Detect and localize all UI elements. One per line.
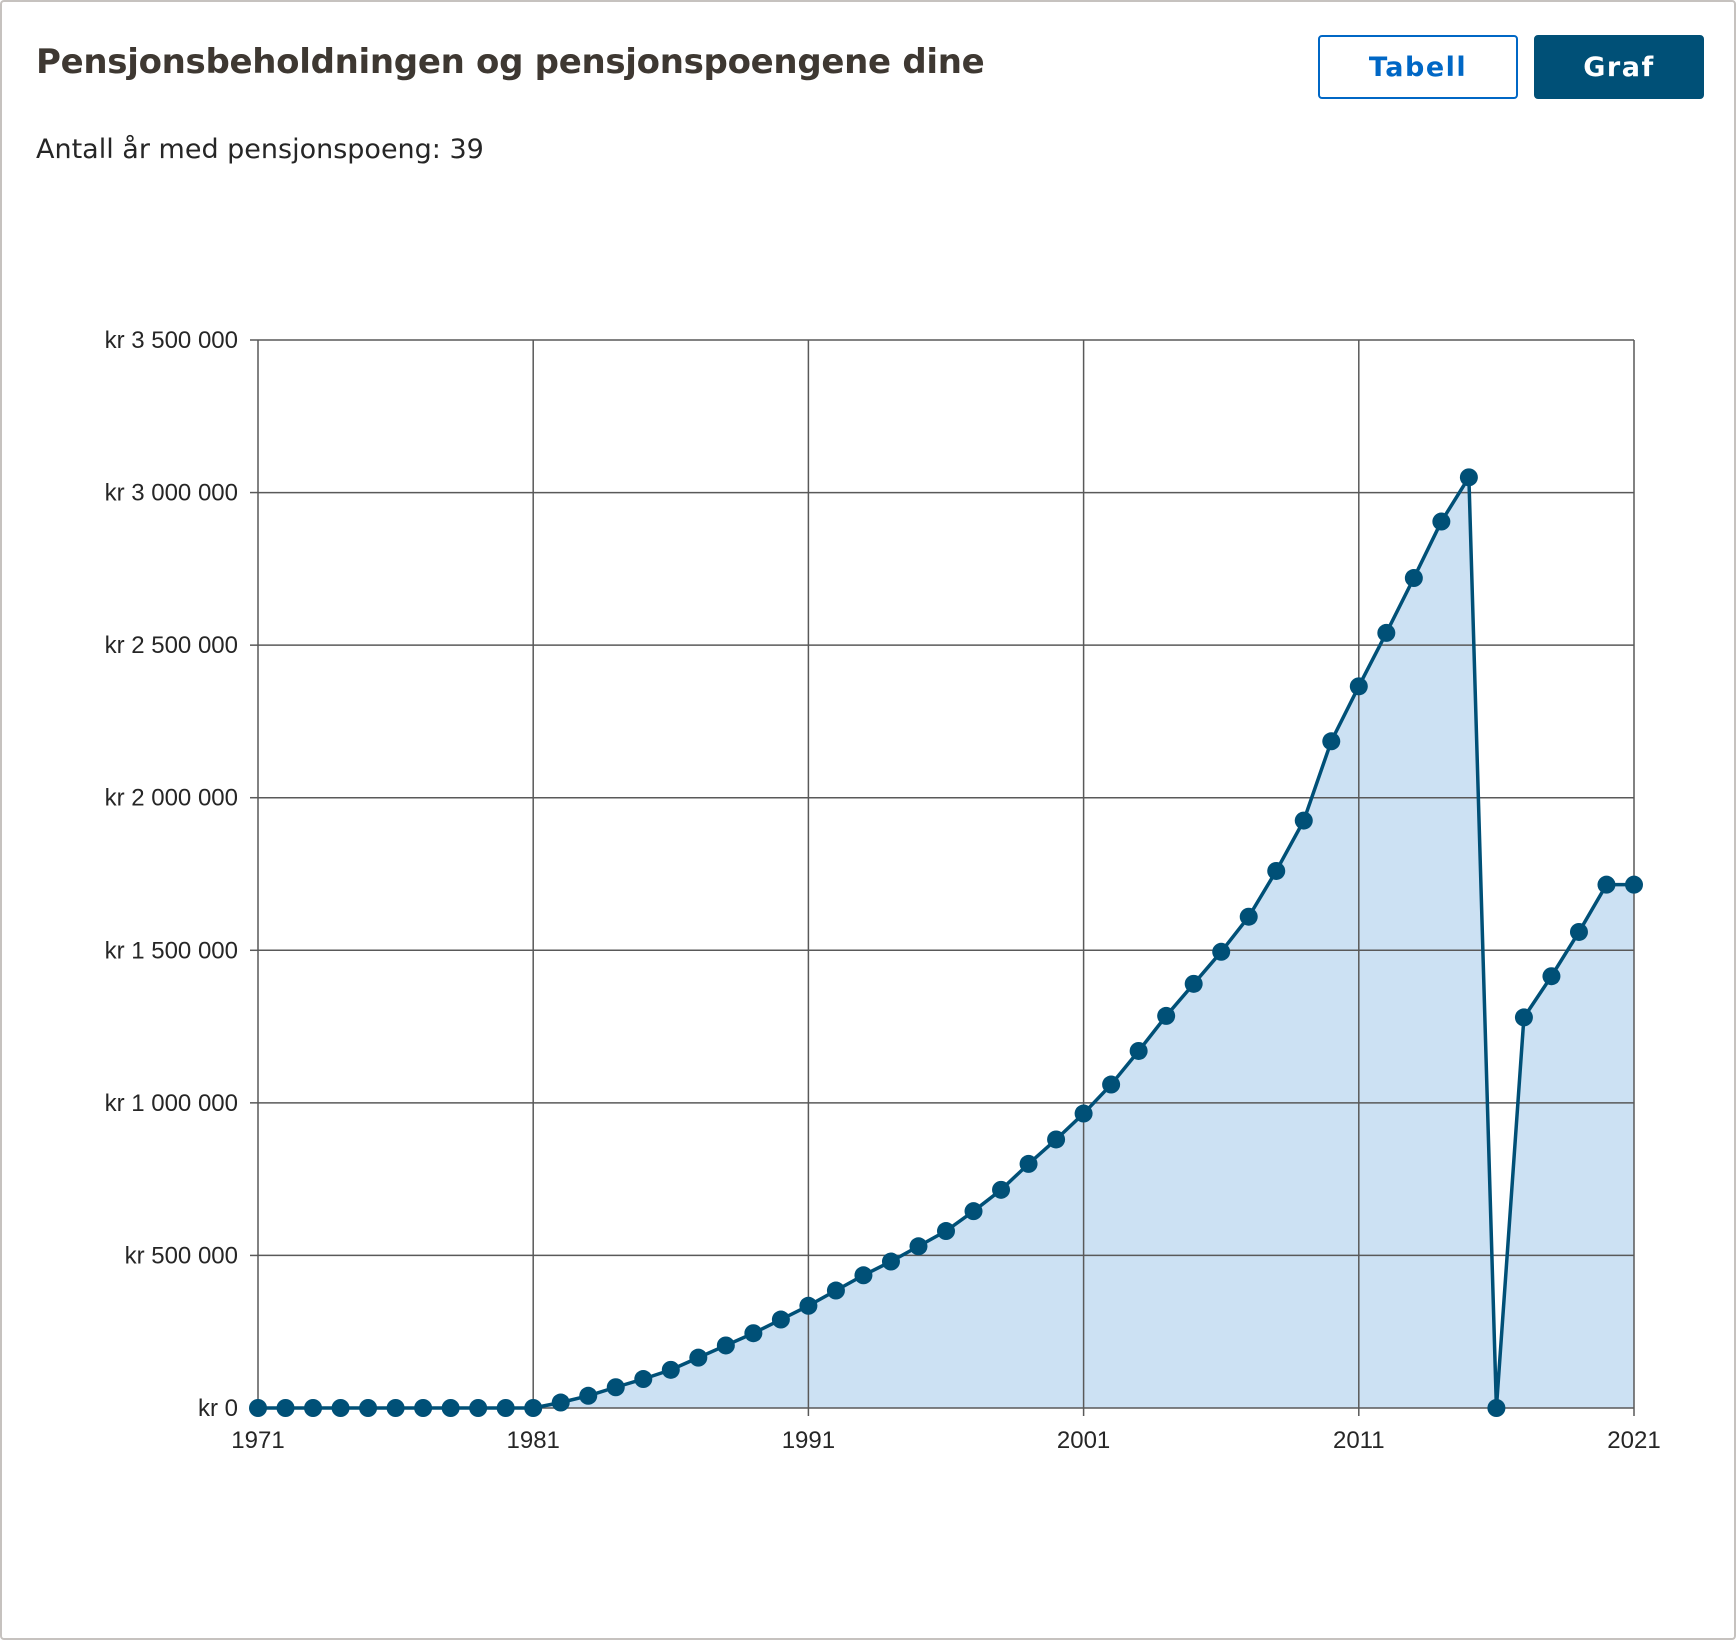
data-point (1019, 1154, 1038, 1173)
data-point (1074, 1104, 1093, 1123)
data-point (469, 1399, 488, 1417)
data-point (276, 1399, 295, 1417)
data-point (1459, 468, 1478, 487)
data-point (496, 1399, 515, 1417)
y-tick-label: kr 3 500 000 (105, 327, 238, 354)
x-tick-label: 2001 (1057, 1427, 1110, 1454)
data-point (964, 1202, 983, 1221)
data-point (1157, 1006, 1176, 1025)
data-point (1239, 907, 1258, 926)
data-point (1129, 1041, 1148, 1060)
y-tick-label: kr 1 500 000 (105, 937, 238, 964)
data-point (854, 1266, 873, 1285)
data-point (579, 1386, 598, 1405)
data-point (1487, 1399, 1506, 1417)
data-point (1569, 922, 1588, 941)
data-point (1542, 967, 1561, 986)
data-point (716, 1336, 735, 1355)
data-point (826, 1281, 845, 1300)
y-tick-label: kr 1 000 000 (105, 1090, 238, 1117)
x-tick-label: 1971 (231, 1427, 284, 1454)
data-point (1514, 1008, 1533, 1027)
x-tick-label: 1981 (507, 1427, 560, 1454)
data-point (414, 1399, 433, 1417)
page-title: Pensjonsbeholdningen og pensjonspoengene… (36, 42, 985, 82)
data-point (661, 1360, 680, 1379)
data-point (386, 1399, 405, 1417)
data-point (1047, 1130, 1066, 1149)
x-tick-label: 2021 (1607, 1427, 1660, 1454)
data-point (359, 1399, 378, 1417)
y-tick-label: kr 2 500 000 (105, 632, 238, 659)
data-point (1432, 512, 1451, 531)
y-tick-label: kr 500 000 (125, 1242, 238, 1269)
data-point (881, 1252, 900, 1271)
y-tick-label: kr 0 (198, 1395, 238, 1422)
data-point (551, 1393, 570, 1412)
data-point (1625, 875, 1643, 894)
data-point (606, 1378, 625, 1397)
pension-points-years: Antall år med pensjonspoeng: 39 (36, 134, 484, 165)
data-point (1597, 875, 1616, 894)
data-point (304, 1399, 323, 1417)
area-fill (258, 477, 1634, 1408)
y-tick-label: kr 3 000 000 (105, 480, 238, 507)
data-point (909, 1237, 928, 1256)
data-point (1267, 861, 1286, 880)
x-tick-label: 2011 (1333, 1427, 1385, 1454)
data-point (634, 1370, 653, 1389)
data-point (1349, 677, 1368, 696)
graph-view-button[interactable]: Graf (1534, 35, 1704, 99)
data-point (937, 1222, 955, 1241)
y-tick-label: kr 2 000 000 (105, 785, 238, 812)
data-point (331, 1399, 350, 1417)
data-point (689, 1348, 708, 1367)
data-point (1377, 623, 1396, 642)
data-point (799, 1296, 818, 1315)
data-point (249, 1399, 267, 1417)
data-point (524, 1399, 543, 1417)
data-point (1404, 569, 1423, 588)
data-point (441, 1399, 460, 1417)
data-point (1294, 811, 1313, 830)
x-tick-label: 1991 (782, 1427, 835, 1454)
data-point (992, 1180, 1011, 1199)
data-point (1322, 732, 1341, 751)
data-point (771, 1310, 790, 1329)
data-point (1102, 1075, 1121, 1094)
data-point (1212, 942, 1231, 961)
data-point (1184, 974, 1203, 993)
table-view-button[interactable]: Tabell (1318, 35, 1518, 99)
data-point (744, 1324, 763, 1343)
